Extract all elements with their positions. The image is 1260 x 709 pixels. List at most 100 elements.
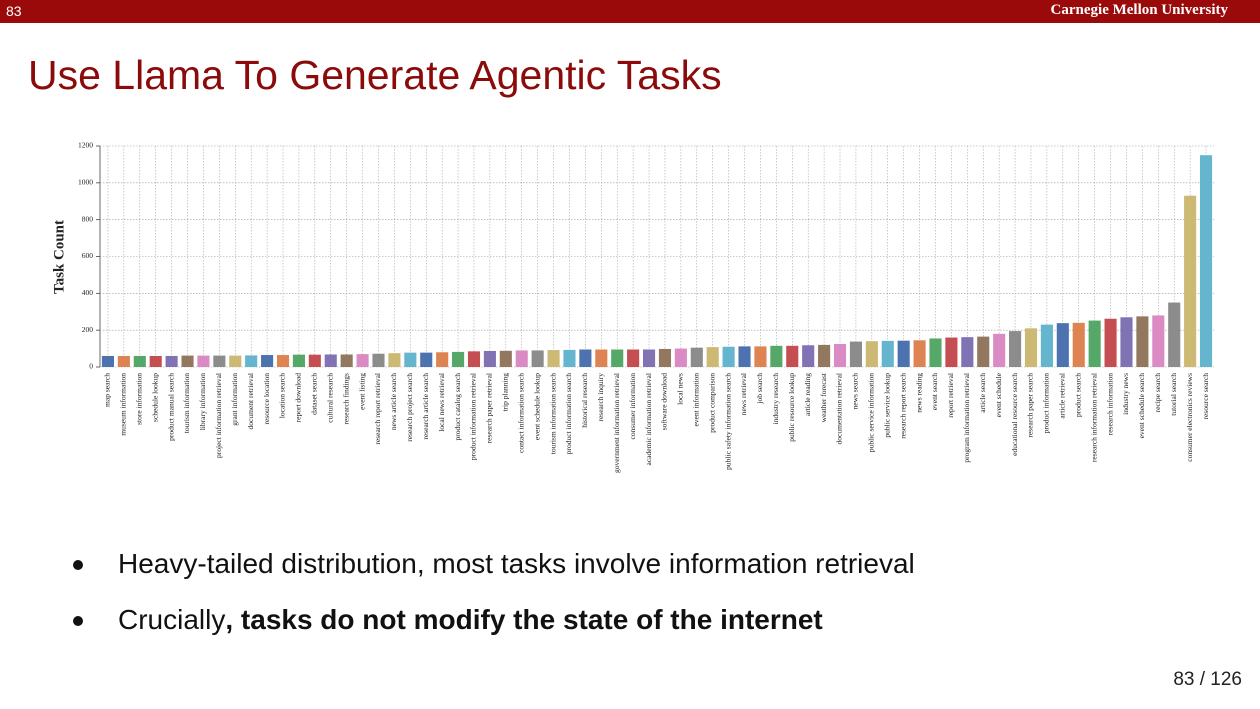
page-number: 83 / 126 xyxy=(1173,669,1242,690)
bar xyxy=(547,350,560,367)
x-tick-label: cultural research xyxy=(325,373,334,423)
x-tick-label: report retrieval xyxy=(946,373,955,418)
bar xyxy=(929,338,942,367)
x-tick-label: tutorial search xyxy=(1169,373,1178,416)
x-tick-label: research inquiry xyxy=(596,373,605,422)
x-tick-label: document retrieval xyxy=(246,373,255,429)
bullet-text: Crucially xyxy=(118,604,226,635)
x-tick-label: trip planning xyxy=(501,373,510,412)
chart: Task Count 0 200 400 600 800 1000 1200 map sear… xyxy=(51,141,1214,473)
bar xyxy=(1088,320,1101,367)
bar xyxy=(117,355,130,367)
bar xyxy=(1072,322,1085,367)
y-tick-label: 400 xyxy=(82,288,94,297)
x-tick-label: article reading xyxy=(803,373,812,416)
x-tick-label: consumer electronics reviews xyxy=(1185,373,1194,462)
bar xyxy=(1120,317,1133,367)
bar xyxy=(213,355,226,367)
bar xyxy=(563,349,576,367)
bullet-text: Heavy-tailed distribution, most tasks in… xyxy=(118,548,915,579)
bar xyxy=(149,355,162,367)
bar xyxy=(531,350,544,367)
x-tick-label: news reading xyxy=(914,373,923,413)
x-tick-label: product comparison xyxy=(707,373,716,433)
bar xyxy=(483,350,496,367)
x-tick-label: industry research xyxy=(771,373,780,425)
bar xyxy=(276,355,290,367)
x-tick-label: resource location xyxy=(262,373,271,425)
bar xyxy=(1199,155,1213,367)
bar xyxy=(945,337,958,367)
bar xyxy=(818,344,831,367)
x-tick-label: store information xyxy=(135,373,144,425)
x-tick-label: museum information xyxy=(119,373,128,436)
bar xyxy=(372,353,385,367)
bar xyxy=(340,354,353,367)
x-tick-label: map search xyxy=(103,373,112,407)
x-tick-label: research information retrieval xyxy=(1089,373,1098,462)
x-tick-label: product catalog search xyxy=(453,373,462,441)
bar xyxy=(786,345,799,367)
bar xyxy=(802,345,815,367)
bar xyxy=(181,355,194,367)
x-tick-label: product information search xyxy=(564,373,573,454)
x-tick-label: product manual search xyxy=(166,373,175,441)
y-tick-label: 1000 xyxy=(78,178,93,187)
x-tick-label: project information retrieval xyxy=(214,373,223,458)
bar xyxy=(897,340,910,367)
x-tick-label: product information retrieval xyxy=(469,373,478,460)
x-tick-label: event search xyxy=(930,373,939,411)
bar xyxy=(165,355,178,367)
bar xyxy=(690,347,703,367)
x-tick-label: tourism information xyxy=(182,373,191,433)
bar xyxy=(1040,324,1053,367)
bar xyxy=(1136,316,1149,367)
x-tick-label: article retrieval xyxy=(1058,373,1067,419)
bar xyxy=(579,349,592,367)
brand: Carnegie Mellon University xyxy=(1050,2,1228,18)
bullet: Crucially, tasks do not modify the state… xyxy=(73,604,823,636)
bullet: Heavy-tailed distribution, most tasks in… xyxy=(73,548,915,580)
x-tick-label: event schedule lookup xyxy=(532,373,541,440)
bar xyxy=(849,341,862,367)
x-tick-label: news article search xyxy=(389,373,398,430)
x-tick-label: library information xyxy=(198,373,207,431)
x-tick-label: recipe search xyxy=(1153,373,1162,413)
bar xyxy=(1024,328,1038,367)
bar xyxy=(738,346,751,367)
x-tick-label: research findings xyxy=(341,373,350,425)
x-tick-label: news search xyxy=(851,373,860,410)
x-tick-label: location search xyxy=(278,373,287,418)
y-tick-label: 800 xyxy=(82,214,94,223)
bar xyxy=(706,347,719,367)
bar xyxy=(722,346,735,367)
slide-number: 83 xyxy=(6,3,22,19)
header-bar: 83 Carnegie Mellon University xyxy=(0,0,1260,23)
bar xyxy=(101,355,115,367)
bar xyxy=(356,354,369,367)
x-tick-label: industry news xyxy=(1121,373,1130,415)
bar xyxy=(245,355,258,367)
bar xyxy=(1104,318,1117,367)
bar xyxy=(977,336,990,367)
bar xyxy=(833,343,847,367)
y-tick-label: 200 xyxy=(82,325,94,334)
bar xyxy=(436,352,449,367)
x-tick-label: product search xyxy=(1073,373,1082,417)
x-tick-label: academic information retrieval xyxy=(644,373,653,465)
bar xyxy=(993,333,1006,367)
x-tick-label: public service lookup xyxy=(882,373,891,438)
x-tick-label: educational resource search xyxy=(1010,373,1019,456)
bullet-bold-text: , tasks do not modify the state of the i… xyxy=(225,604,823,635)
x-tick-label: product information xyxy=(1042,373,1051,433)
x-tick-label: historical research xyxy=(580,373,589,428)
bar xyxy=(658,348,672,367)
bar xyxy=(754,346,767,367)
x-tick-label: documentation retrieval xyxy=(835,373,844,444)
bar xyxy=(770,345,783,367)
bar xyxy=(674,348,687,367)
x-tick-label: article search xyxy=(978,373,987,413)
bar xyxy=(229,355,242,367)
x-tick-label: grant information xyxy=(230,373,239,426)
x-tick-label: weather forecast xyxy=(819,372,828,422)
